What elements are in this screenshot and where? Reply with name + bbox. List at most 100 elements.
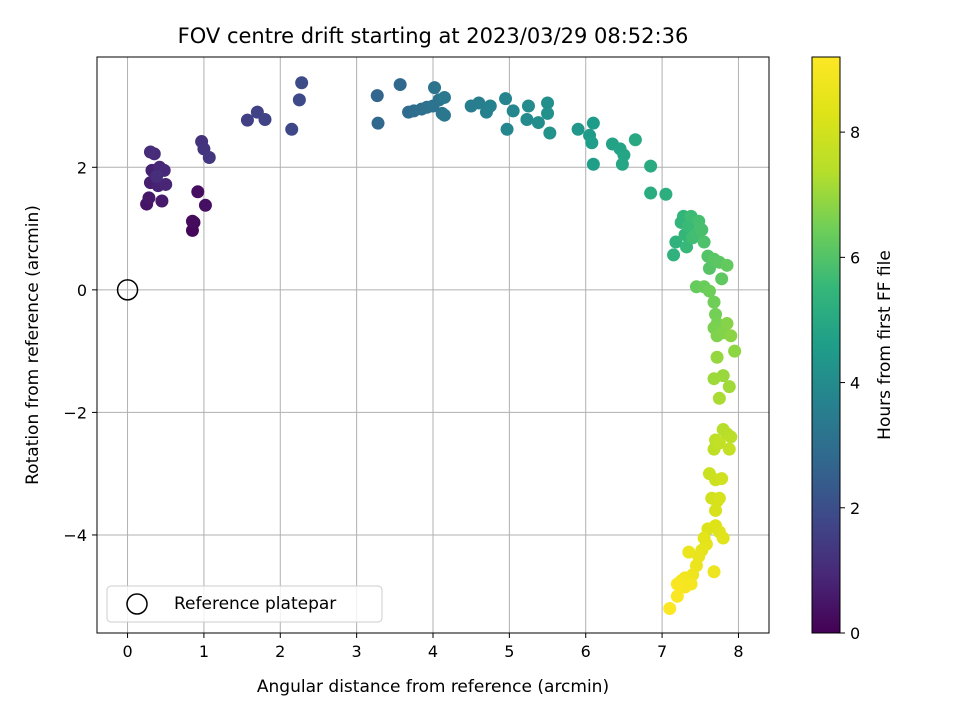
data-point bbox=[707, 295, 721, 309]
colorbar-ticks: 0 2 4 6 8 bbox=[840, 123, 860, 643]
reference-marker-layer bbox=[116, 279, 139, 301]
data-point bbox=[712, 391, 726, 405]
data-point bbox=[370, 89, 384, 103]
data-point bbox=[680, 240, 694, 254]
data-point bbox=[292, 93, 306, 107]
x-tick-label: 6 bbox=[581, 642, 591, 661]
data-point bbox=[720, 258, 734, 272]
data-point bbox=[191, 185, 205, 199]
data-point bbox=[670, 577, 684, 591]
data-point bbox=[541, 106, 555, 120]
reference-platepar-marker bbox=[116, 279, 139, 301]
colorbar-tick-label: 0 bbox=[850, 624, 860, 643]
data-point bbox=[155, 194, 169, 208]
data-point bbox=[715, 472, 729, 486]
data-point bbox=[720, 317, 734, 331]
data-point bbox=[571, 122, 585, 136]
data-point bbox=[697, 235, 711, 249]
data-points bbox=[140, 76, 742, 615]
data-point bbox=[659, 187, 673, 201]
data-point bbox=[159, 177, 173, 191]
colorbar: 0 2 4 6 8 Hours from first FF file bbox=[811, 56, 895, 643]
data-point bbox=[724, 430, 738, 444]
data-point bbox=[371, 116, 385, 130]
x-tick-label: 2 bbox=[275, 642, 285, 661]
data-point bbox=[541, 96, 555, 110]
data-point bbox=[710, 350, 724, 364]
x-tick-label: 4 bbox=[428, 642, 438, 661]
data-point bbox=[670, 589, 684, 603]
data-point bbox=[586, 157, 600, 171]
legend-label-reference-platepar: Reference platepar bbox=[174, 594, 336, 614]
y-axis-label: Rotation from reference (arcmin) bbox=[23, 205, 43, 485]
y-tick-label: −4 bbox=[63, 526, 87, 545]
data-point bbox=[585, 136, 599, 150]
y-axis-ticks: −4 −2 0 2 bbox=[63, 158, 97, 545]
y-tick-label: −2 bbox=[63, 403, 87, 422]
data-point bbox=[644, 186, 658, 200]
data-point bbox=[716, 531, 730, 545]
colorbar-tick-label: 6 bbox=[850, 248, 860, 267]
data-point bbox=[707, 565, 721, 579]
x-tick-label: 7 bbox=[657, 642, 667, 661]
data-point bbox=[695, 223, 709, 237]
data-point bbox=[702, 284, 716, 298]
data-point bbox=[615, 157, 629, 171]
data-point bbox=[185, 214, 199, 228]
colorbar-tick-label: 2 bbox=[850, 499, 860, 518]
data-point bbox=[437, 90, 451, 104]
legend-box bbox=[106, 585, 383, 623]
colorbar-tick-label: 4 bbox=[850, 374, 860, 393]
x-axis-label: Angular distance from reference (arcmin) bbox=[257, 677, 609, 697]
legend: Reference platepar bbox=[106, 585, 383, 623]
data-point bbox=[285, 122, 299, 136]
data-point bbox=[240, 113, 254, 127]
data-point bbox=[707, 372, 721, 386]
data-point bbox=[644, 159, 658, 173]
x-tick-label: 0 bbox=[122, 642, 132, 661]
data-point bbox=[715, 272, 729, 286]
data-point bbox=[500, 122, 514, 136]
data-point bbox=[198, 198, 212, 212]
data-point bbox=[531, 116, 545, 130]
data-point bbox=[667, 248, 681, 262]
data-point bbox=[483, 99, 497, 113]
data-point bbox=[437, 108, 451, 122]
data-point bbox=[543, 126, 557, 140]
x-tick-label: 5 bbox=[504, 642, 514, 661]
data-point bbox=[393, 78, 407, 92]
data-point bbox=[520, 113, 534, 127]
data-point bbox=[295, 76, 309, 90]
colorbar-tick-label: 8 bbox=[850, 123, 860, 142]
data-point bbox=[521, 99, 535, 113]
data-point bbox=[202, 150, 216, 164]
data-point bbox=[506, 104, 520, 118]
data-point bbox=[428, 81, 442, 95]
data-point bbox=[724, 329, 738, 343]
data-point bbox=[150, 169, 164, 183]
data-point bbox=[143, 145, 157, 159]
x-tick-label: 8 bbox=[733, 642, 743, 661]
data-point bbox=[682, 545, 696, 559]
data-point bbox=[663, 601, 677, 615]
y-tick-label: 0 bbox=[77, 281, 87, 300]
legend-reference-marker bbox=[126, 593, 148, 615]
chart-title: FOV centre drift starting at 2023/03/29 … bbox=[178, 24, 689, 48]
data-point bbox=[628, 133, 642, 147]
data-point bbox=[499, 92, 513, 106]
data-point bbox=[258, 113, 272, 127]
x-tick-label: 1 bbox=[199, 642, 209, 661]
data-point bbox=[712, 436, 726, 450]
colorbar-gradient bbox=[811, 56, 841, 634]
data-point bbox=[472, 96, 486, 110]
x-axis-ticks: 0 1 2 3 4 5 6 7 8 bbox=[122, 633, 744, 661]
data-point bbox=[728, 344, 742, 358]
x-tick-label: 3 bbox=[352, 642, 362, 661]
colorbar-label: Hours from first FF file bbox=[875, 250, 895, 440]
data-point bbox=[712, 491, 726, 505]
data-point bbox=[709, 503, 723, 517]
data-point bbox=[722, 442, 736, 456]
data-point bbox=[586, 116, 600, 130]
y-tick-label: 2 bbox=[77, 158, 87, 177]
